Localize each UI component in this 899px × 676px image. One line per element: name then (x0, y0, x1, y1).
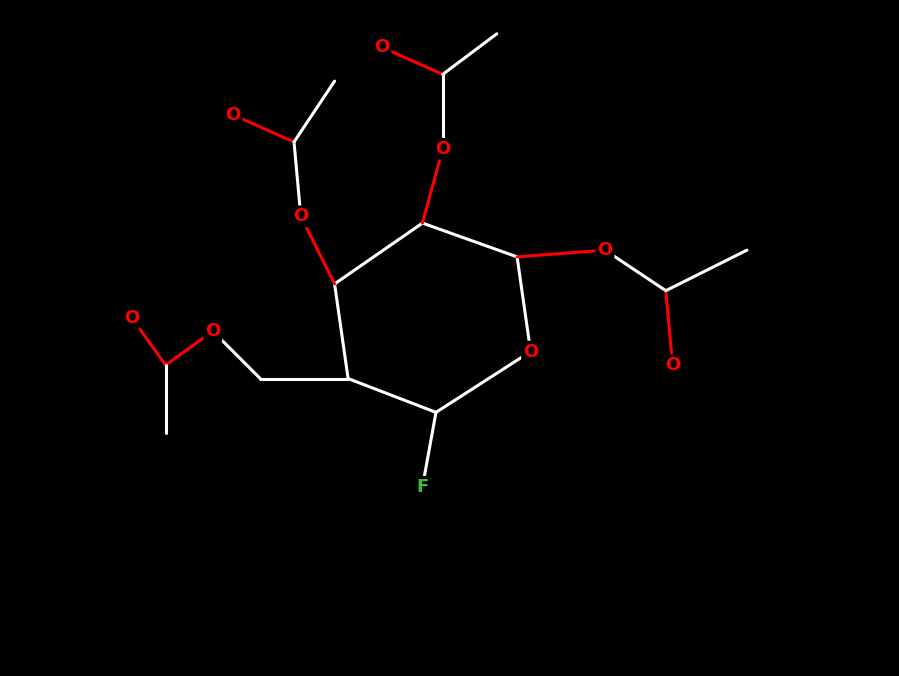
Text: O: O (523, 343, 539, 360)
Text: O: O (124, 309, 139, 327)
Text: F: F (416, 478, 429, 496)
Text: O: O (597, 241, 612, 259)
Text: O: O (374, 39, 389, 56)
Text: O: O (205, 322, 220, 340)
Text: O: O (665, 356, 681, 374)
Text: O: O (226, 106, 241, 124)
Text: O: O (435, 140, 450, 158)
Text: O: O (293, 208, 308, 225)
